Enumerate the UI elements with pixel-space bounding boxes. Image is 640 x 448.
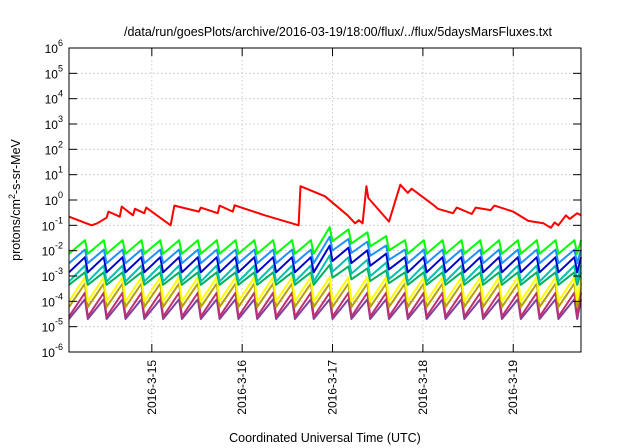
y-tick-exp: 2	[58, 139, 63, 149]
chart-title: /data/run/goesPlots/archive/2016-03-19/1…	[124, 25, 553, 39]
y-tick-label: 10-5	[42, 317, 63, 335]
series-line-7	[68, 276, 582, 303]
y-tick-exp: -5	[55, 317, 63, 327]
y-tick-exp: 1	[58, 165, 63, 175]
y-tick-label: 105	[45, 63, 63, 81]
y-tick-base: 10	[45, 42, 59, 56]
series-line-4	[68, 244, 582, 274]
series-line-2	[68, 226, 582, 255]
series-group	[68, 183, 582, 320]
y-tick-exp: -3	[55, 266, 63, 276]
y-tick-exp: 0	[58, 190, 63, 200]
y-tick-exp: 5	[58, 63, 63, 73]
y-tick-base: 10	[45, 169, 59, 183]
series-line-6	[68, 264, 582, 286]
y-tick-exp: -6	[55, 342, 63, 352]
y-label-rest: -s-sr-MeV	[9, 138, 23, 194]
y-tick-base: 10	[42, 219, 56, 233]
y-tick-label: 10-6	[42, 342, 63, 360]
y-tick-label: 104	[45, 89, 63, 107]
y-tick-exp: 6	[58, 38, 63, 48]
y-tick-base: 10	[42, 346, 56, 360]
series-line-1	[68, 183, 582, 229]
y-tick-label: 101	[45, 165, 63, 183]
y-label-base: protons/cm	[9, 199, 23, 261]
x-tick-label: 2016-3-19	[506, 360, 520, 415]
x-tick-label: 2016-3-15	[145, 360, 159, 415]
y-tick-label: 10-3	[42, 266, 63, 284]
y-axis: 10-610-510-410-310-210-11001011021031041…	[42, 38, 581, 360]
series-line-8	[68, 282, 582, 308]
x-tick-label: 2016-3-16	[235, 360, 249, 415]
x-tick-label: 2016-3-17	[326, 360, 340, 415]
y-tick-label: 102	[45, 139, 63, 157]
y-tick-label: 10-4	[42, 291, 63, 309]
x-axis: 2016-3-15 2016-3-16 2016-3-17 2016-3-18 2016…	[145, 48, 520, 415]
y-tick-exp: -2	[55, 241, 63, 251]
series-line-9	[68, 291, 582, 318]
x-axis-label: Coordinated Universal Time (UTC)	[229, 431, 421, 445]
y-tick-exp: -1	[55, 215, 63, 225]
y-tick-exp: 3	[58, 114, 63, 124]
y-tick-exp: 4	[58, 89, 63, 99]
x-tick-label: 2016-3-18	[416, 360, 430, 415]
y-tick-base: 10	[45, 93, 59, 107]
y-tick-exp: -4	[55, 291, 63, 301]
series-line-5	[68, 254, 582, 283]
series-line-3	[68, 235, 582, 265]
y-tick-base: 10	[42, 321, 56, 335]
y-tick-label: 10-1	[42, 215, 63, 233]
y-tick-label: 106	[45, 38, 63, 56]
y-tick-base: 10	[42, 245, 56, 259]
y-tick-base: 10	[42, 295, 56, 309]
y-tick-label: 103	[45, 114, 63, 132]
y-axis-label: protons/cm2-s-sr-MeV	[7, 138, 23, 260]
y-tick-label: 100	[45, 190, 63, 208]
y-tick-base: 10	[45, 118, 59, 132]
y-tick-base: 10	[45, 67, 59, 81]
y-tick-base: 10	[42, 270, 56, 284]
y-tick-base: 10	[45, 194, 59, 208]
y-label-sup: 2	[7, 194, 17, 199]
y-tick-label: 10-2	[42, 241, 63, 259]
y-tick-base: 10	[45, 143, 59, 157]
